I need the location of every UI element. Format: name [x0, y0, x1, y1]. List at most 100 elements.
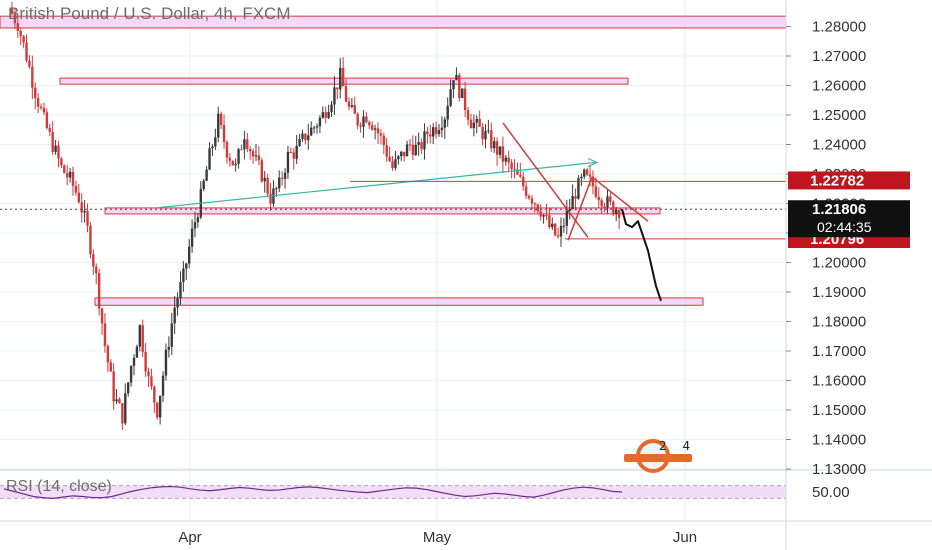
candle-body [600, 200, 603, 207]
candle-body [34, 87, 37, 99]
candle-body [307, 135, 310, 141]
candle-body [147, 371, 150, 377]
candle-body [193, 222, 197, 229]
candle-body [382, 135, 386, 146]
candle-body [266, 177, 269, 194]
candle-body [391, 160, 394, 169]
axis-tick-label: 1.14000 [812, 432, 866, 449]
axis-tick-label: 1.15000 [812, 402, 866, 419]
candle-body [275, 188, 278, 190]
candle-body [341, 67, 345, 87]
axis-tick-label: 1.16000 [812, 373, 866, 390]
channel-line [154, 161, 596, 209]
candle-body [588, 174, 592, 177]
candle-body [612, 201, 615, 214]
candle-body [86, 210, 89, 226]
candle-body [330, 104, 333, 112]
price-axis[interactable]: 1.280001.270001.260001.250001.240001.230… [785, 0, 910, 550]
candle-body [13, 13, 17, 24]
axis-tick-label: 1.24000 [812, 137, 866, 154]
trend-drawings [0, 122, 786, 302]
candle-body [19, 31, 22, 36]
candle-body [219, 113, 223, 125]
candle-body [280, 177, 284, 179]
candle-body [437, 130, 441, 135]
candle-body [484, 131, 487, 140]
axis-tick-label: 1.27000 [812, 48, 866, 65]
time-axis-label: Apr [178, 529, 201, 546]
candle-body [388, 156, 391, 161]
candle-body [196, 217, 200, 223]
candle-body [347, 101, 351, 107]
candle-body [548, 215, 551, 228]
axis-tick-label: 1.17000 [812, 343, 866, 360]
candle-body [80, 202, 83, 213]
candle-body [237, 149, 240, 164]
candle-body [411, 144, 415, 156]
axis-tick-label: 1.20000 [812, 255, 866, 272]
rsi-band [0, 485, 786, 499]
current-price-box [788, 200, 910, 238]
candle-body [39, 106, 43, 109]
candle-body [373, 128, 377, 130]
candle-body [248, 148, 252, 152]
candle-body [121, 403, 124, 424]
candle-body [246, 139, 249, 149]
candle-body [68, 171, 72, 178]
candle-body [336, 87, 339, 90]
current-price-text: 1.21806 [812, 201, 866, 218]
candle-body [385, 145, 388, 157]
candle-body [260, 160, 264, 182]
candle-body [124, 393, 127, 424]
candle-body [286, 151, 290, 173]
candle-body [562, 225, 566, 227]
candle-body [144, 352, 147, 372]
candle-body [190, 228, 194, 247]
rsi-line [3, 485, 623, 500]
candle-body [545, 215, 548, 217]
candle-body [507, 157, 510, 163]
candle-body [614, 210, 618, 214]
candle-body [36, 98, 40, 107]
candle-body [553, 223, 557, 236]
chart-title: British Pound / U.S. Dollar, 4h, FXCM [8, 4, 291, 23]
candle-body [455, 75, 458, 81]
candle-body [490, 130, 493, 149]
candle-body [318, 117, 322, 127]
watermark-logo [624, 439, 692, 473]
candle-body [254, 155, 258, 157]
rsi-axis-label: 50.00 [812, 484, 850, 501]
candle-body [228, 157, 232, 161]
time-axis[interactable]: Apr May Jun [178, 529, 697, 546]
candle-body [559, 225, 563, 237]
candle-body [54, 145, 57, 152]
candle-body [516, 169, 519, 175]
candle-body [597, 196, 600, 201]
candle-body [161, 375, 165, 396]
candle-body [324, 112, 327, 118]
candle-body [417, 142, 420, 145]
candle-body [344, 86, 348, 102]
candle-body [475, 118, 478, 123]
candle-body [568, 209, 571, 211]
candle-body [222, 124, 226, 143]
logo-bar [624, 454, 692, 462]
candle-body [312, 127, 316, 129]
candle-body [187, 246, 191, 264]
candle-body [359, 125, 362, 127]
candle-body [141, 325, 144, 353]
axis-tick-label: 1.28000 [812, 19, 866, 36]
candle-body [135, 346, 139, 358]
candle-body [458, 75, 461, 98]
candle-body [10, 8, 14, 14]
candle-body [498, 146, 502, 155]
axis-tick-label: 1.26000 [812, 78, 866, 95]
candle-body [423, 131, 426, 150]
candle-body [301, 133, 304, 140]
candle-body [103, 323, 107, 346]
candle-body [487, 130, 490, 132]
candle-body [89, 225, 92, 255]
candle-body [414, 144, 417, 156]
candle-body [513, 168, 516, 170]
